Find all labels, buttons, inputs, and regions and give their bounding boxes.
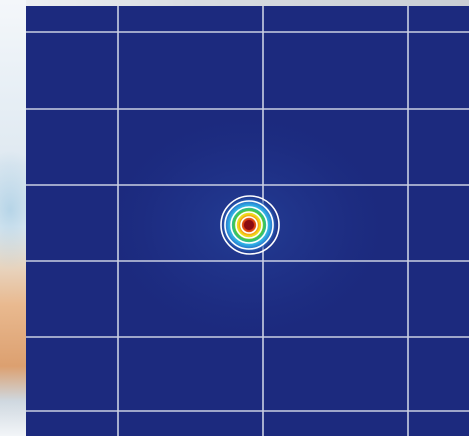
beam-profile-plot: [26, 6, 469, 436]
grid-lines: [26, 6, 469, 436]
contour-rings: [220, 195, 280, 255]
contour-ring: [224, 200, 274, 250]
contour-ring: [230, 206, 268, 244]
contour-ring: [240, 216, 258, 234]
contour-ring: [220, 195, 280, 255]
beam-peak: [244, 220, 254, 230]
contour-ring: [235, 211, 263, 239]
left-strip-sheen: [0, 150, 26, 270]
beam-profile-panel: [26, 6, 469, 436]
left-background-strip: [0, 0, 26, 436]
top-edge-strip: [0, 0, 469, 6]
